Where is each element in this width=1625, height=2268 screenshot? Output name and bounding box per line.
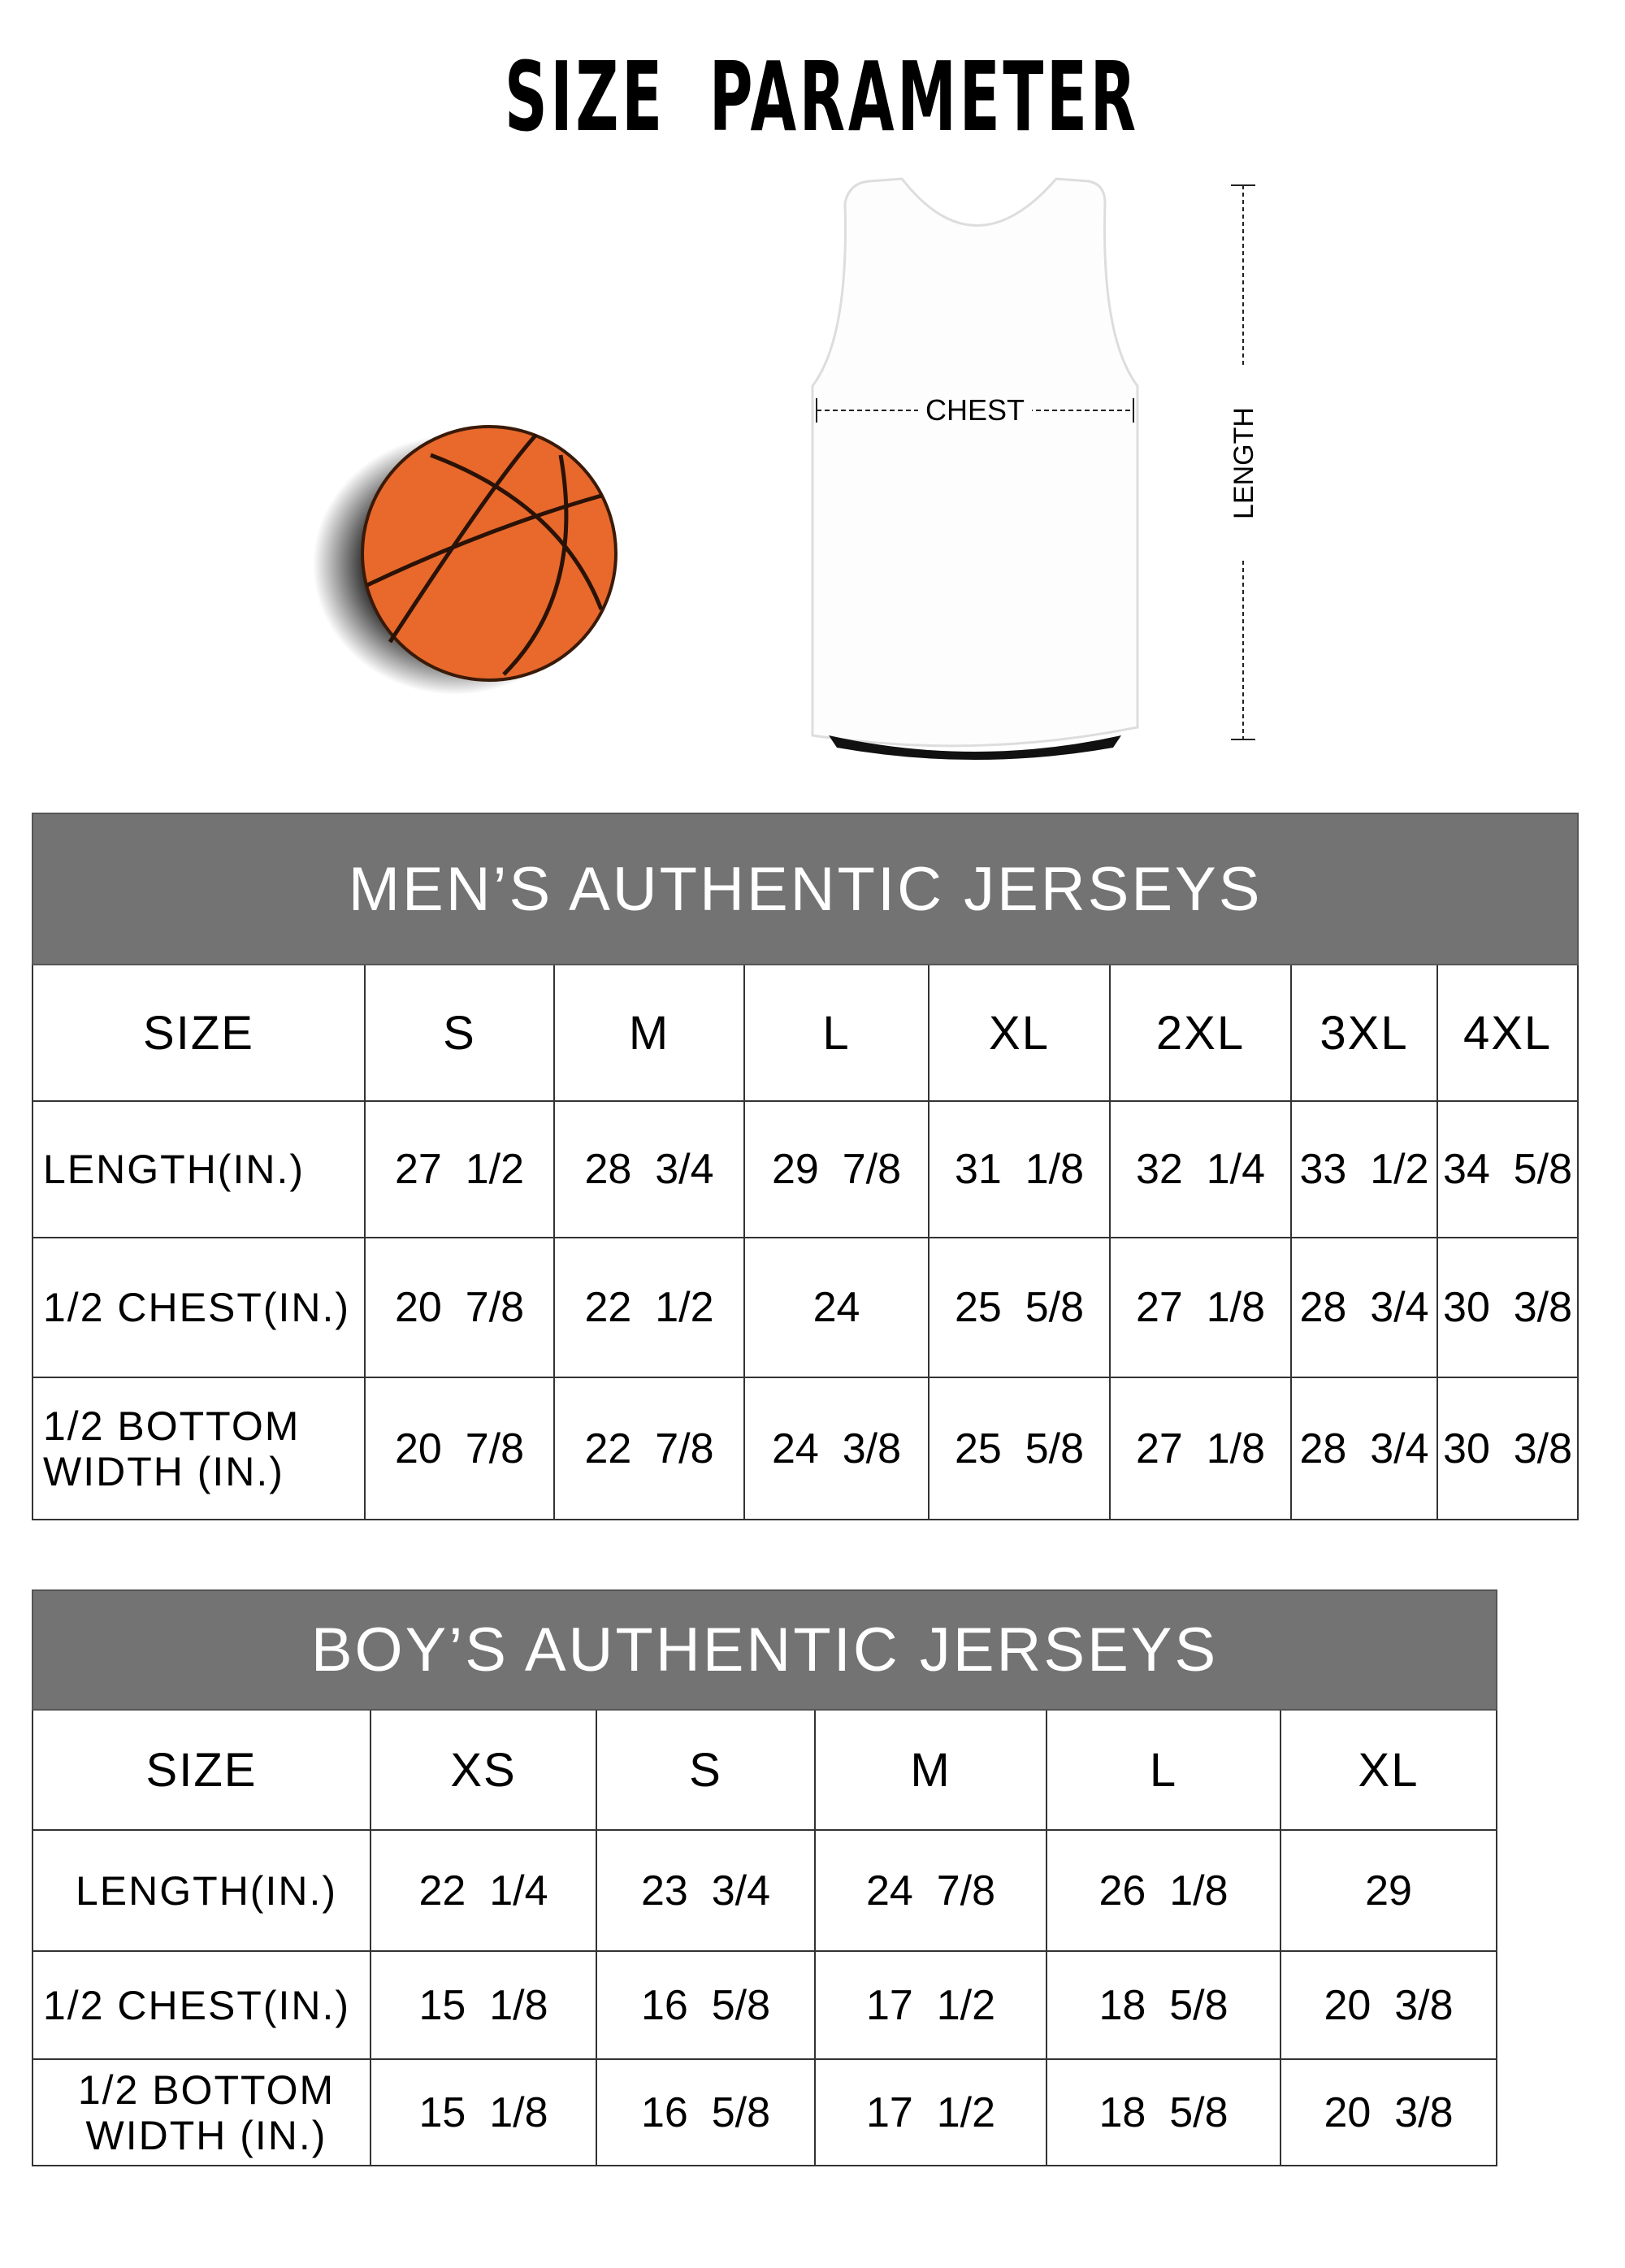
cell: 22 1/4	[370, 1829, 597, 1952]
table-row: SIZE S M L XL 2XL 3XL 4XL	[32, 964, 1580, 1102]
basketball-icon	[313, 425, 618, 695]
table-row: LENGTH(IN.) 22 1/4 23 3/4 24 7/8 26 1/8 …	[32, 1829, 1497, 1952]
cell: 20 3/8	[1280, 1950, 1497, 2060]
cell: 24 3/8	[743, 1377, 930, 1520]
table-row: 1/2 BOTTOM WIDTH (IN.) 15 1/8 16 5/8 17 …	[32, 2058, 1497, 2166]
cell: 26 1/8	[1046, 1829, 1281, 1952]
mens-table-heading: MEN’S AUTHENTIC JERSEYS	[31, 813, 1580, 965]
size-col: L	[743, 964, 930, 1102]
cell: 15 1/8	[370, 2058, 597, 2166]
cell: 34 5/8	[1436, 1100, 1580, 1238]
row-label: 1/2 CHEST(IN.)	[32, 1950, 371, 2060]
cell: 25 5/8	[928, 1377, 1111, 1520]
cell: 30 3/8	[1436, 1377, 1580, 1520]
size-header: SIZE	[32, 964, 366, 1102]
cell: 15 1/8	[370, 1950, 597, 2060]
row-label: 1/2 BOTTOM WIDTH (IN.)	[32, 1377, 366, 1520]
size-col: XL	[1280, 1709, 1497, 1831]
table-row: LENGTH(IN.) 27 1/2 28 3/4 29 7/8 31 1/8 …	[32, 1100, 1580, 1238]
cell: 25 5/8	[928, 1237, 1111, 1378]
size-col: M	[553, 964, 745, 1102]
cell: 22 7/8	[553, 1377, 745, 1520]
cell: 30 3/8	[1436, 1237, 1580, 1378]
cell: 28 3/4	[1290, 1237, 1438, 1378]
cell: 32 1/4	[1109, 1100, 1292, 1238]
cell: 20 3/8	[1280, 2058, 1497, 2166]
cell: 23 3/4	[596, 1829, 816, 1952]
page-title: SIZE PARAMETER	[505, 41, 1139, 153]
cell: 29	[1280, 1829, 1497, 1952]
size-col: 2XL	[1109, 964, 1292, 1102]
cell: 22 1/2	[553, 1237, 745, 1378]
table-row: SIZE XS S M L XL	[32, 1709, 1497, 1831]
cell: 24	[743, 1237, 930, 1378]
size-col: S	[364, 964, 555, 1102]
table-row: 1/2 CHEST(IN.) 15 1/8 16 5/8 17 1/2 18 5…	[32, 1950, 1497, 2060]
cell: 17 1/2	[814, 1950, 1047, 2060]
cell: 17 1/2	[814, 2058, 1047, 2166]
length-label: LENGTH	[1228, 407, 1259, 519]
jersey-diagram: CHEST	[811, 177, 1139, 760]
cell: 16 5/8	[596, 1950, 816, 2060]
cell: 27 1/2	[364, 1100, 555, 1238]
mens-size-table: MEN’S AUTHENTIC JERSEYS SIZE S M L XL 2X…	[31, 813, 1580, 1520]
cell: 20 7/8	[364, 1377, 555, 1520]
row-label: LENGTH(IN.)	[32, 1829, 371, 1952]
row-label: 1/2 BOTTOM WIDTH (IN.)	[32, 2058, 371, 2166]
boys-table-heading: BOY’S AUTHENTIC JERSEYS	[32, 1589, 1497, 1711]
cell: 20 7/8	[364, 1237, 555, 1378]
cell: 33 1/2	[1290, 1100, 1438, 1238]
cell: 28 3/4	[553, 1100, 745, 1238]
row-label: 1/2 CHEST(IN.)	[32, 1237, 366, 1378]
size-col: M	[814, 1709, 1047, 1831]
size-col: XL	[928, 964, 1111, 1102]
size-col: XS	[370, 1709, 597, 1831]
cell: 31 1/8	[928, 1100, 1111, 1238]
cell: 28 3/4	[1290, 1377, 1438, 1520]
cell: 27 1/8	[1109, 1377, 1292, 1520]
size-header: SIZE	[32, 1709, 371, 1831]
cell: 27 1/8	[1109, 1237, 1292, 1378]
size-col: 3XL	[1290, 964, 1438, 1102]
size-col: 4XL	[1436, 964, 1580, 1102]
cell: 18 5/8	[1046, 2058, 1281, 2166]
cell: 24 7/8	[814, 1829, 1047, 1952]
table-row: 1/2 CHEST(IN.) 20 7/8 22 1/2 24 25 5/8 2…	[32, 1237, 1580, 1378]
table-row: 1/2 BOTTOM WIDTH (IN.) 20 7/8 22 7/8 24 …	[32, 1377, 1580, 1520]
chest-label: CHEST	[925, 393, 1025, 427]
length-indicator: LENGTH	[1228, 184, 1259, 740]
size-col: L	[1046, 1709, 1281, 1831]
size-col: S	[596, 1709, 816, 1831]
boys-size-table: BOY’S AUTHENTIC JERSEYS SIZE XS S M L XL…	[32, 1589, 1497, 2166]
row-label: LENGTH(IN.)	[32, 1100, 366, 1238]
cell: 16 5/8	[596, 2058, 816, 2166]
cell: 29 7/8	[743, 1100, 930, 1238]
cell: 18 5/8	[1046, 1950, 1281, 2060]
